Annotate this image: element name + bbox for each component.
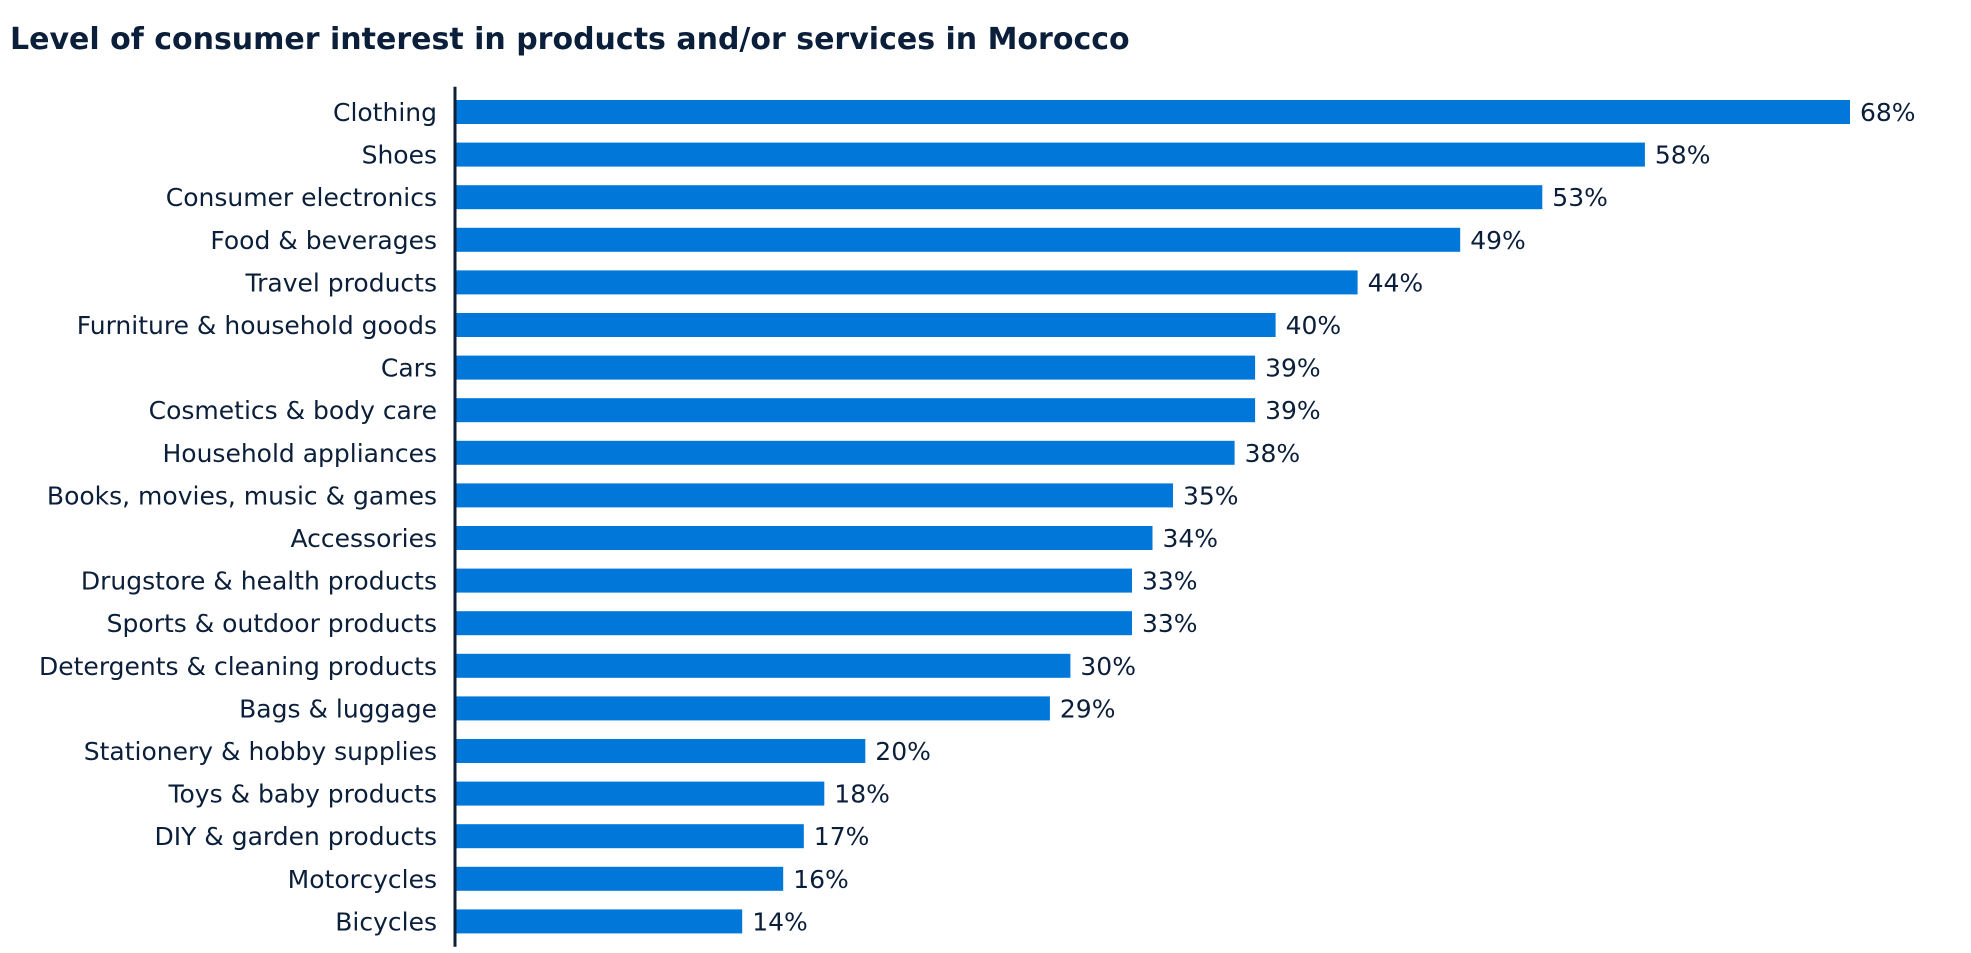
category-label-cosmetics-body-care: Cosmetics & body care: [149, 396, 437, 425]
value-label-accessories: 34%: [1163, 524, 1219, 553]
category-label-shoes: Shoes: [362, 141, 437, 170]
value-label-diy-garden-products: 17%: [814, 822, 870, 851]
value-label-cosmetics-body-care: 39%: [1265, 396, 1321, 425]
category-label-motorcycles: Motorcycles: [288, 865, 437, 894]
bar-accessories: [455, 526, 1153, 550]
bar-cars: [455, 355, 1256, 380]
bar-diy-garden-products: [455, 824, 804, 849]
bar-food-beverages: [455, 227, 1461, 252]
category-label-books-movies-music-games: Books, movies, music & games: [47, 481, 437, 510]
value-label-shoes: 58%: [1655, 141, 1711, 170]
category-label-drugstore-health-products: Drugstore & health products: [81, 567, 437, 596]
category-label-consumer-electronics: Consumer electronics: [166, 183, 437, 212]
category-label-cars: Cars: [381, 354, 437, 383]
bar-detergents-cleaning-products: [455, 653, 1071, 678]
value-label-travel-products: 44%: [1368, 268, 1424, 297]
value-label-furniture-household-goods: 40%: [1286, 311, 1342, 340]
category-label-clothing: Clothing: [333, 98, 437, 127]
value-label-toys-baby-products: 18%: [834, 780, 890, 809]
value-label-bags-luggage: 29%: [1060, 694, 1116, 723]
category-label-household-appliances: Household appliances: [162, 439, 437, 468]
bar-furniture-household-goods: [455, 313, 1276, 337]
value-label-detergents-cleaning-products: 30%: [1080, 652, 1136, 681]
value-label-stationery-hobby-supplies: 20%: [875, 737, 931, 766]
bar-cosmetics-body-care: [455, 398, 1256, 423]
value-label-household-appliances: 38%: [1245, 439, 1301, 468]
category-label-stationery-hobby-supplies: Stationery & hobby supplies: [84, 737, 437, 766]
category-label-diy-garden-products: DIY & garden products: [154, 822, 437, 851]
category-label-detergents-cleaning-products: Detergents & cleaning products: [39, 652, 437, 681]
bar-shoes: [455, 142, 1645, 167]
value-label-consumer-electronics: 53%: [1552, 183, 1608, 212]
bar-bicycles: [455, 909, 743, 934]
value-label-cars: 39%: [1265, 354, 1321, 383]
value-label-books-movies-music-games: 35%: [1183, 481, 1239, 510]
category-label-bicycles: Bicycles: [335, 907, 437, 936]
bar-bags-luggage: [455, 696, 1050, 721]
bar-clothing: [455, 100, 1850, 124]
value-label-food-beverages: 49%: [1470, 226, 1526, 255]
bar-sports-outdoor-products: [455, 611, 1132, 636]
value-labels-layer: 68%58%53%49%44%40%39%39%38%35%34%33%33%3…: [752, 98, 1915, 936]
value-label-sports-outdoor-products: 33%: [1142, 609, 1198, 638]
category-label-travel-products: Travel products: [245, 268, 437, 297]
bar-books-movies-music-games: [455, 483, 1173, 508]
bar-travel-products: [455, 270, 1358, 295]
category-label-furniture-household-goods: Furniture & household goods: [77, 311, 437, 340]
bar-household-appliances: [455, 440, 1235, 465]
category-label-sports-outdoor-products: Sports & outdoor products: [107, 609, 437, 638]
bar-toys-baby-products: [455, 781, 825, 806]
category-label-toys-baby-products: Toys & baby products: [167, 780, 437, 809]
bar-motorcycles: [455, 866, 784, 891]
value-label-clothing: 68%: [1860, 98, 1916, 127]
bar-stationery-hobby-supplies: [455, 739, 866, 763]
value-label-motorcycles: 16%: [793, 865, 849, 894]
value-label-drugstore-health-products: 33%: [1142, 567, 1198, 596]
category-label-accessories: Accessories: [290, 524, 437, 553]
bars-layer: [455, 100, 1850, 934]
bar-drugstore-health-products: [455, 568, 1132, 593]
value-label-bicycles: 14%: [752, 907, 808, 936]
bar-consumer-electronics: [455, 185, 1543, 210]
category-label-food-beverages: Food & beverages: [210, 226, 437, 255]
category-labels-layer: Clothing Shoes Consumer electronics Food & …: [39, 98, 437, 936]
chart-title: Level of consumer interest in products a…: [10, 22, 1130, 57]
category-label-bags-luggage: Bags & luggage: [239, 694, 437, 723]
